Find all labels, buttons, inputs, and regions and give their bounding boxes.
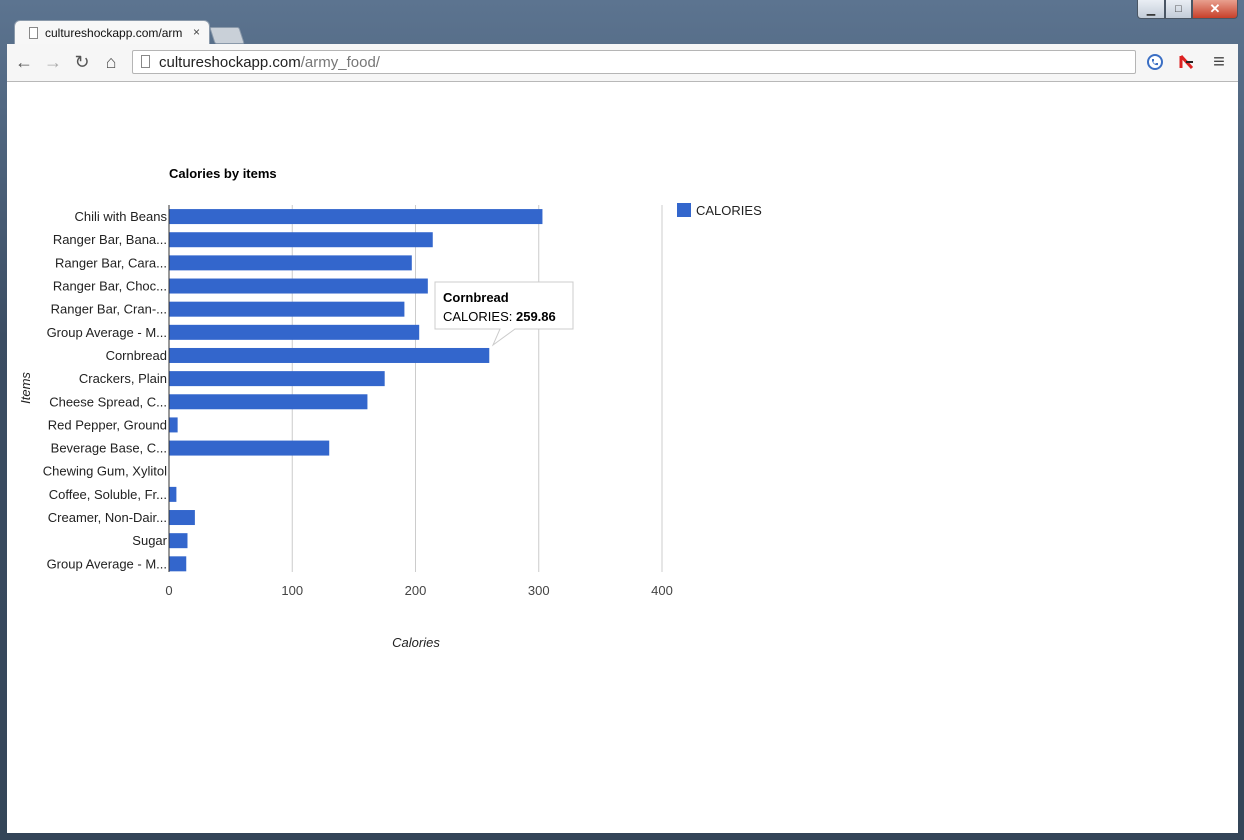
bar[interactable] (169, 301, 405, 317)
y-tick-label: Ranger Bar, Cran-... (51, 302, 167, 317)
bar[interactable] (169, 533, 188, 549)
tab-close-icon[interactable]: × (192, 25, 200, 39)
extension-phone-icon[interactable] (1145, 52, 1165, 72)
bar-chart: Chili with Beans Ranger Bar, Bana... Range… (18, 166, 762, 650)
bar[interactable] (169, 486, 177, 502)
legend-label: CALORIES (696, 203, 762, 218)
y-tick-label: Ranger Bar, Cara... (55, 255, 167, 270)
y-tick-label: Ranger Bar, Bana... (53, 232, 167, 247)
y-tick-label: Ranger Bar, Choc... (53, 279, 167, 294)
forward-arrow-icon: → (44, 51, 62, 72)
tooltip-title: Cornbread (443, 290, 509, 305)
y-tick-label: Beverage Base, C... (51, 441, 167, 456)
new-tab-button[interactable] (209, 27, 245, 44)
browser-toolbar: ← → ↻ ⌂ cultureshockapp.com/army_food/ ≡ (7, 44, 1238, 82)
page-content: Chili with Beans Ranger Bar, Bana... Range… (7, 82, 1238, 833)
tooltip-value: 259.86 (516, 309, 556, 324)
url-text: cultureshockapp.com/army_food/ (159, 54, 380, 71)
y-tick-label: Group Average - M... (47, 556, 167, 571)
y-tick-label: Group Average - M... (47, 325, 167, 340)
y-tick-label: Creamer, Non-Dair... (48, 510, 167, 525)
page-icon (141, 55, 150, 68)
bar[interactable] (169, 510, 195, 526)
y-tick-label: Cornbread (106, 348, 167, 363)
x-tick-label: 100 (281, 583, 303, 598)
chart-title: Calories by items (169, 166, 277, 181)
window-controls: ▁ □ ✕ (1137, 0, 1238, 19)
bar[interactable] (169, 324, 420, 340)
bar[interactable] (169, 556, 187, 572)
tooltip-line: CALORIES: 259.86 (443, 309, 556, 324)
bar[interactable] (169, 371, 385, 387)
page-icon (29, 27, 38, 39)
tab-title: cultureshockapp.com/arm (45, 26, 183, 40)
close-window-button[interactable]: ✕ (1192, 0, 1238, 19)
tooltip-label: CALORIES: (443, 309, 512, 324)
address-bar[interactable]: cultureshockapp.com/army_food/ (132, 50, 1136, 74)
reload-button[interactable]: ↻ (71, 51, 93, 73)
home-button[interactable]: ⌂ (100, 51, 122, 73)
maximize-button[interactable]: □ (1165, 0, 1192, 19)
back-button[interactable]: ← (13, 51, 35, 73)
browser-tab[interactable]: cultureshockapp.com/arm × (14, 20, 210, 45)
y-tick-label: Sugar (132, 533, 167, 548)
bar[interactable] (169, 209, 543, 225)
reload-icon: ↻ (74, 51, 90, 72)
x-tick-label: 400 (651, 583, 673, 598)
x-axis-title: Calories (392, 635, 440, 650)
y-tick-label: Coffee, Soluble, Fr... (49, 487, 167, 502)
legend[interactable]: CALORIES (677, 203, 762, 218)
tooltip: Cornbread CALORIES: 259.86 (434, 281, 574, 347)
bar[interactable] (169, 232, 433, 248)
x-tick-label: 300 (528, 583, 550, 598)
bar[interactable] (169, 417, 178, 433)
y-tick-label: Crackers, Plain (79, 371, 167, 386)
legend-swatch (677, 203, 691, 217)
menu-icon: ≡ (1213, 50, 1225, 73)
x-tick-label: 0 (165, 583, 172, 598)
extension-flag-icon[interactable] (1177, 52, 1197, 72)
back-arrow-icon: ← (15, 51, 33, 72)
url-path: /army_food/ (300, 54, 380, 71)
home-icon: ⌂ (105, 51, 117, 72)
x-tick-label: 200 (405, 583, 427, 598)
forward-button[interactable]: → (42, 51, 64, 73)
y-tick-label: Cheese Spread, C... (49, 394, 167, 409)
y-tick-label: Red Pepper, Ground (48, 417, 167, 432)
bar[interactable] (169, 347, 490, 363)
y-tick-label: Chewing Gum, Xylitol (43, 464, 167, 479)
menu-button[interactable]: ≡ (1209, 50, 1229, 73)
bar[interactable] (169, 394, 368, 410)
bar[interactable] (169, 278, 428, 294)
bar[interactable] (169, 255, 412, 271)
bar[interactable] (169, 440, 330, 456)
y-tick-label: Chili with Beans (75, 209, 168, 224)
url-host: cultureshockapp.com (159, 54, 301, 71)
minimize-button[interactable]: ▁ (1137, 0, 1165, 19)
y-axis-title: Items (18, 372, 33, 404)
